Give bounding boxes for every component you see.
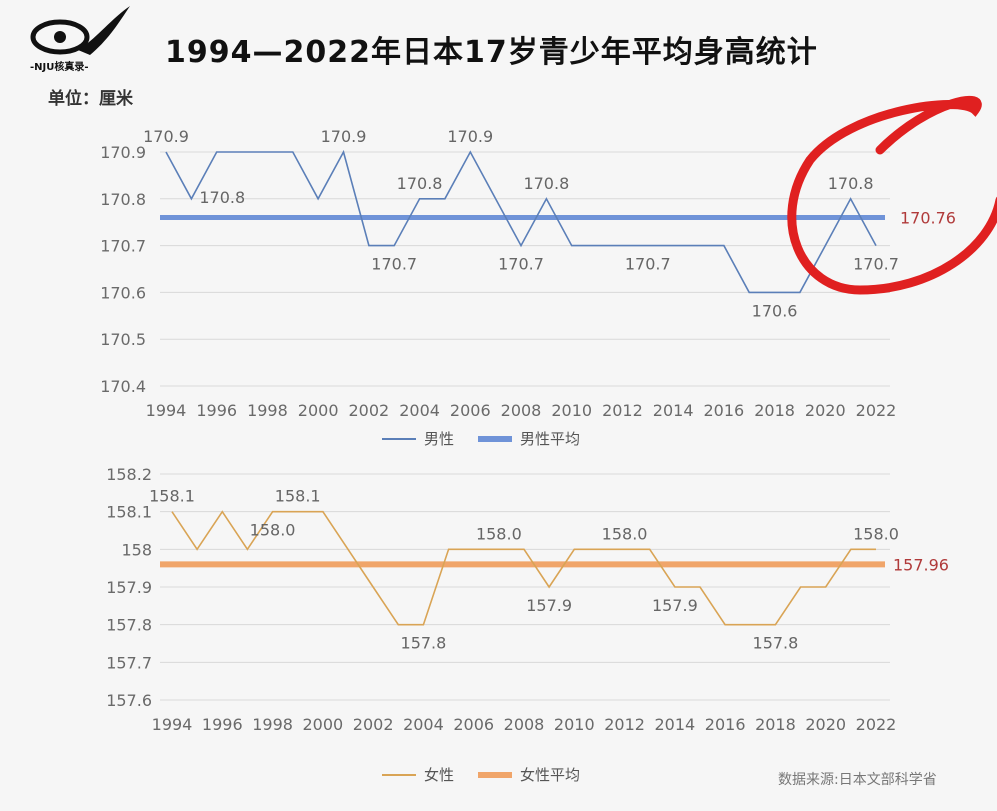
legend-item-series: 男性 (424, 430, 454, 448)
series-line (165, 149, 877, 294)
x-tick-label: 1998 (252, 715, 293, 734)
y-tick-label: 157.8 (106, 616, 152, 635)
y-tick-label: 158 (121, 540, 152, 559)
data-label: 170.7 (498, 255, 544, 274)
x-tick-label: 2022 (856, 715, 897, 734)
source-label: 数据来源:日本文部科学省 (778, 772, 937, 788)
x-tick-label: 1994 (152, 715, 193, 734)
x-tick-label: 2006 (450, 401, 491, 420)
data-label: 170.9 (447, 127, 493, 146)
data-label: 170.8 (199, 188, 245, 207)
legend: 男性 男性平均 (382, 430, 580, 448)
y-tick-label: 157.7 (106, 653, 152, 672)
legend-item-average: 男性平均 (520, 430, 580, 448)
y-tick-label: 170.8 (100, 190, 146, 209)
x-tick-label: 2018 (754, 401, 795, 420)
x-tick-label: 2002 (348, 401, 389, 420)
data-label: 170.7 (625, 255, 671, 274)
x-tick-label: 2010 (554, 715, 595, 734)
data-label: 170.9 (321, 127, 367, 146)
y-tick-label: 170.9 (100, 143, 146, 162)
data-label: 158.0 (476, 524, 522, 543)
x-tick-label: 2012 (604, 715, 645, 734)
data-label: 157.8 (753, 634, 799, 653)
logo: -NJU核真录- (30, 6, 130, 73)
unit-label: 单位：厘米 (48, 88, 134, 109)
data-label: 157.9 (526, 596, 572, 615)
average-label: 170.76 (900, 209, 956, 228)
x-tick-label: 1996 (196, 401, 237, 420)
x-tick-label: 2016 (703, 401, 744, 420)
data-label: 158.0 (250, 521, 296, 540)
x-tick-label: 2008 (504, 715, 545, 734)
legend: 女性 女性平均 (382, 766, 580, 784)
y-tick-label: 170.5 (100, 330, 146, 349)
male-chart: 170.4 170.5 170.6 170.7 170.8 170.9 1994 1996 19… (100, 127, 956, 448)
data-label: 170.8 (828, 174, 874, 193)
page-title: 1994—2022年日本17岁青少年平均身高统计 (165, 35, 818, 70)
x-tick-label: 2010 (551, 401, 592, 420)
x-tick-label: 2018 (755, 715, 796, 734)
data-label: 158.0 (602, 524, 648, 543)
y-tick-label: 170.4 (100, 377, 146, 396)
legend-item-series: 女性 (424, 766, 454, 784)
x-tick-label: 2014 (653, 401, 694, 420)
x-tick-label: 2006 (453, 715, 494, 734)
data-label: 157.9 (652, 596, 698, 615)
x-tick-label: 2022 (856, 401, 897, 420)
x-tick-label: 1998 (247, 401, 288, 420)
annotation-circle (787, 95, 997, 295)
x-tick-label: 1994 (146, 401, 187, 420)
data-label: 158.1 (149, 487, 195, 506)
logo-text: -NJU核真录- (30, 60, 89, 73)
x-tick-label: 2008 (501, 401, 542, 420)
x-tick-label: 2004 (403, 715, 444, 734)
y-tick-label: 157.6 (106, 691, 152, 710)
y-tick-label: 170.7 (100, 237, 146, 256)
data-label: 157.8 (401, 634, 447, 653)
x-tick-label: 2020 (805, 401, 846, 420)
data-label: 170.8 (523, 174, 569, 193)
x-tick-label: 2014 (654, 715, 695, 734)
data-label: 158.0 (853, 524, 899, 543)
y-tick-label: 158.2 (106, 465, 152, 484)
data-label: 170.6 (752, 301, 798, 320)
legend-item-average: 女性平均 (520, 766, 580, 784)
data-label: 170.8 (397, 174, 443, 193)
x-tick-label: 2020 (805, 715, 846, 734)
x-tick-label: 2016 (705, 715, 746, 734)
female-chart: 157.6 157.7 157.8 157.9 158 158.1 158.2 1994 199… (106, 465, 949, 784)
data-label: 170.7 (371, 255, 417, 274)
x-tick-label: 2012 (602, 401, 643, 420)
logo-pupil-icon (54, 31, 66, 43)
series-line (171, 510, 876, 626)
data-label: 158.1 (275, 487, 321, 506)
y-tick-label: 170.6 (100, 283, 146, 302)
y-tick-label: 157.9 (106, 578, 152, 597)
data-label: 170.7 (853, 255, 899, 274)
x-tick-label: 2002 (353, 715, 394, 734)
data-label: 170.9 (143, 127, 189, 146)
logo-feather-icon (78, 6, 130, 55)
x-tick-label: 1996 (202, 715, 243, 734)
x-tick-label: 2000 (302, 715, 343, 734)
average-label: 157.96 (893, 555, 949, 574)
x-tick-label: 2000 (298, 401, 339, 420)
y-tick-label: 158.1 (106, 503, 152, 522)
x-tick-label: 2004 (399, 401, 440, 420)
logo-eye-icon (30, 19, 90, 55)
